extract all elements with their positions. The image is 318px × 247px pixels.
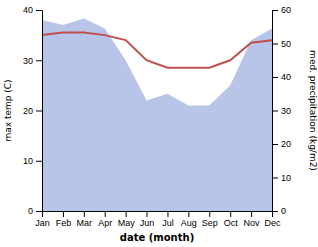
tick-label: 10	[23, 156, 33, 166]
tick-mark	[272, 44, 278, 45]
tick-mark	[272, 144, 278, 145]
tick: 10	[272, 173, 291, 183]
tick-label: 20	[23, 106, 33, 116]
tick-label: 0	[28, 206, 33, 216]
tick: Dec	[264, 211, 281, 228]
tick: Aug	[181, 211, 197, 228]
tick: Apr	[98, 211, 112, 228]
axis-line	[273, 11, 279, 212]
tick: Jan	[35, 211, 50, 228]
tick-mark	[188, 211, 189, 217]
tick-mark	[126, 211, 127, 217]
tick-mark	[230, 211, 231, 217]
tick-mark	[147, 211, 148, 217]
tick-mark	[63, 211, 64, 217]
tick: 50	[272, 39, 291, 49]
tick-mark	[209, 211, 210, 217]
tick-mark	[272, 111, 278, 112]
x-axis: Jan Feb Mar Apr May Jun Jul Aug Sep Oct NovDec	[35, 211, 281, 228]
axis-line	[43, 212, 273, 218]
tick: 40	[23, 5, 42, 15]
tick-label: 60	[281, 5, 291, 15]
tick: Jun	[140, 211, 155, 228]
tick-label: 50	[281, 39, 291, 49]
tick: 30	[23, 56, 42, 66]
tick-mark	[272, 211, 278, 212]
tick: Jul	[162, 211, 174, 228]
tick: Feb	[56, 211, 72, 228]
tick-mark	[84, 211, 85, 217]
chart: JanFebMarAprMayJunJulAugSepOctNovDec0102…	[0, 0, 318, 247]
tick: Mar	[77, 211, 93, 228]
tick: 60	[272, 5, 291, 15]
tick: 0	[28, 206, 42, 216]
tick-label: Oct	[224, 218, 239, 228]
tick-mark	[36, 211, 42, 212]
line	[42, 33, 272, 68]
tick: 10	[23, 156, 42, 166]
tick-mark	[105, 211, 106, 217]
tick-mark	[36, 111, 42, 112]
x-axis-title: date (month)	[120, 232, 194, 243]
tick-label: Dec	[264, 218, 281, 228]
tick-mark	[272, 178, 278, 179]
tick-mark	[36, 60, 42, 61]
y-axis: 0 10 20 30 40	[23, 5, 43, 216]
tick: 0	[272, 206, 286, 216]
tick: Nov	[244, 211, 261, 228]
y-axis-title: max temp (C)	[3, 79, 13, 141]
tick-label: 0	[281, 206, 286, 216]
tick: 20	[272, 139, 291, 149]
tick: May	[118, 211, 136, 228]
tick: 20	[23, 106, 42, 116]
tick-label: 20	[281, 139, 291, 149]
tick-mark	[36, 10, 42, 11]
tick-label: Mar	[77, 218, 93, 228]
tick-label: Feb	[56, 218, 72, 228]
tick-mark	[167, 211, 168, 217]
tick-label: Jun	[140, 218, 155, 228]
tick-label: 10	[281, 173, 291, 183]
tick: 30	[272, 106, 291, 116]
tick-label: Sep	[202, 218, 218, 228]
tick-label: 40	[281, 72, 291, 82]
y2-axis: 0 10 20 30 40 50 60	[272, 5, 291, 216]
tick-label: 30	[281, 106, 291, 116]
tick-mark	[272, 77, 278, 78]
tick-label: Jan	[35, 218, 50, 228]
tick-mark	[251, 211, 252, 217]
tick: Oct	[224, 211, 239, 228]
area	[42, 18, 272, 211]
y2-axis-title: med. precipitation (kg/m2)	[308, 50, 318, 171]
axis-line	[36, 11, 43, 212]
tick-label: May	[118, 218, 136, 228]
tick: Sep	[202, 211, 218, 228]
marks	[42, 18, 272, 211]
tick-label: 40	[23, 5, 33, 15]
tick: 40	[272, 72, 291, 82]
tick-mark	[272, 10, 278, 11]
plot: JanFebMarAprMayJunJulAugSepOctNovDec0102…	[3, 5, 318, 243]
tick-label: Jul	[162, 218, 174, 228]
tick-label: Apr	[98, 218, 112, 228]
tick-mark	[36, 161, 42, 162]
tick-label: 30	[23, 56, 33, 66]
tick-label: Nov	[244, 218, 261, 228]
tick-label: Aug	[181, 218, 197, 228]
